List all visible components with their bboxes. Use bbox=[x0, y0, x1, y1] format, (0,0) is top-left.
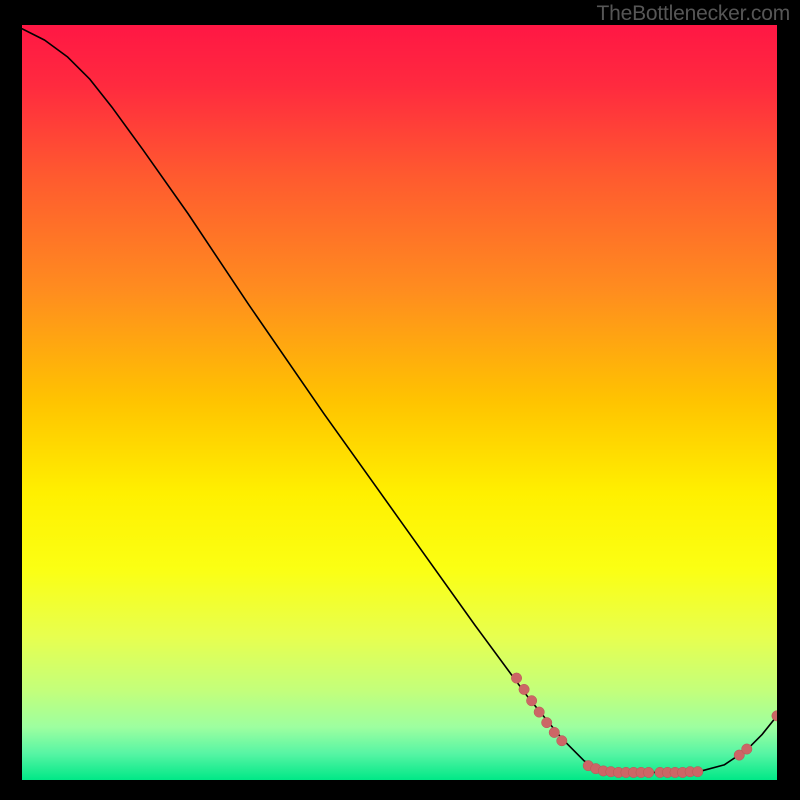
watermark-text: TheBottlenecker.com bbox=[597, 2, 790, 26]
data-marker bbox=[549, 727, 559, 737]
data-marker bbox=[542, 717, 552, 727]
data-marker bbox=[526, 696, 536, 706]
data-marker bbox=[519, 684, 529, 694]
data-marker bbox=[534, 707, 544, 717]
data-marker bbox=[643, 767, 653, 777]
data-marker bbox=[557, 736, 567, 746]
data-marker bbox=[511, 673, 521, 683]
bottleneck-chart bbox=[22, 25, 777, 780]
data-marker bbox=[742, 744, 752, 754]
data-marker bbox=[693, 767, 703, 777]
